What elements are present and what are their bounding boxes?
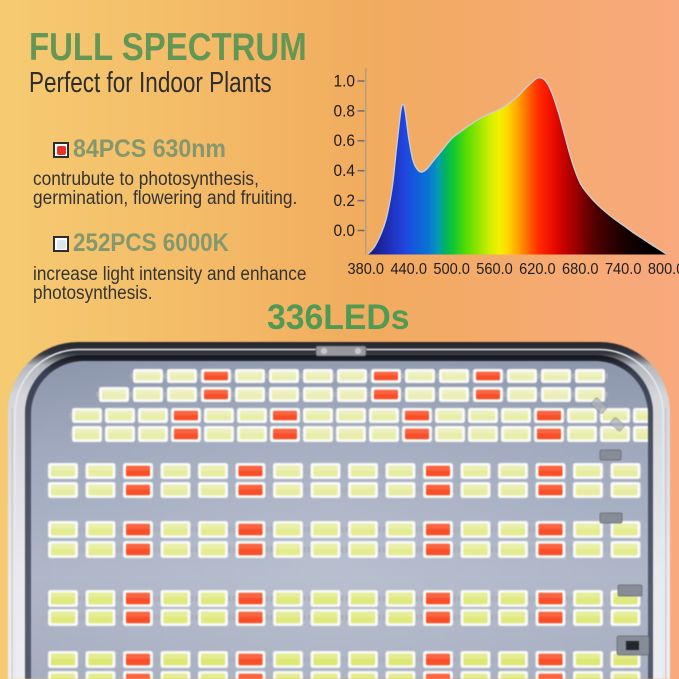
svg-text:500.0: 500.0 [433, 261, 470, 278]
svg-text:0.0: 0.0 [334, 222, 356, 240]
svg-text:800.0: 800.0 [648, 261, 679, 278]
svg-text:1.0: 1.0 [334, 72, 356, 90]
svg-text:620.0: 620.0 [519, 261, 556, 278]
svg-text:380.0: 380.0 [348, 261, 385, 278]
svg-text:740.0: 740.0 [605, 261, 642, 278]
svg-text:440.0: 440.0 [390, 261, 427, 278]
svg-text:0.6: 0.6 [334, 132, 356, 150]
svg-text:0.2: 0.2 [334, 192, 356, 210]
svg-text:680.0: 680.0 [562, 261, 599, 278]
svg-text:0.4: 0.4 [334, 162, 356, 180]
svg-text:560.0: 560.0 [476, 261, 513, 278]
svg-text:0.8: 0.8 [334, 102, 356, 120]
